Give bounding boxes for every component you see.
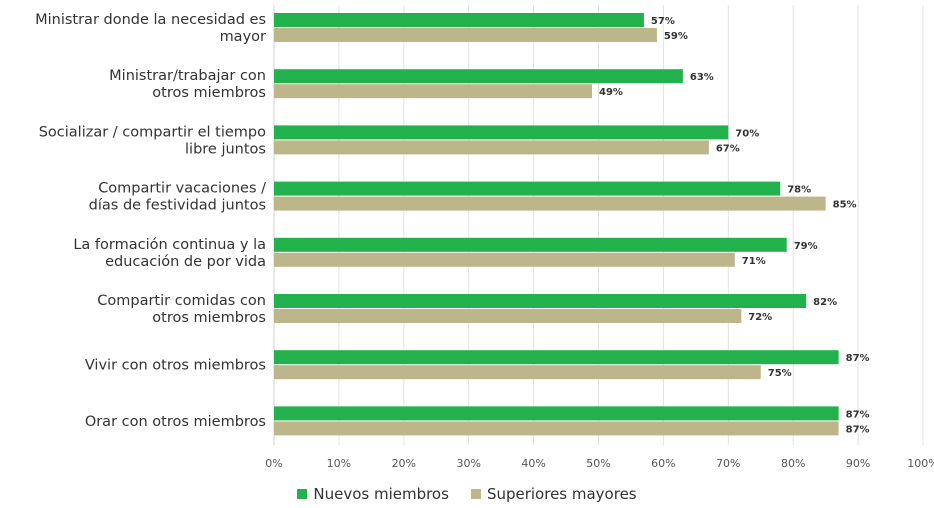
data-label: 82% [813, 297, 837, 308]
bar-series-1 [274, 406, 839, 421]
data-label: 75% [768, 368, 792, 379]
category-label: Compartir vacaciones / días de festividad… [89, 181, 266, 214]
data-label: 87% [846, 409, 870, 420]
data-label: 79% [794, 241, 818, 252]
bar-series-1 [274, 237, 787, 252]
data-label: 71% [742, 256, 766, 267]
bar-series-2 [274, 309, 742, 323]
bar-series-2 [274, 140, 709, 155]
legend-item-series-2: Superiores mayores [470, 485, 637, 503]
legend-swatch-series-2 [470, 489, 481, 499]
x-tick-label: 100% [907, 457, 934, 470]
legend-label-series-2: Superiores mayores [486, 485, 637, 503]
x-axis-ticks: 0% 10% 20% 30% 40% 50% 60% 70% 80% 90% 100% [265, 457, 934, 470]
data-label: 67% [716, 143, 740, 154]
category-label: Ministrar/trabajar con otros miembros [109, 68, 266, 101]
category-label: Socializar / compartir el tiempo libre ju… [39, 124, 266, 157]
data-label: 57% [651, 16, 675, 27]
x-tick-label: 0% [265, 457, 282, 470]
bar-series-1 [274, 125, 729, 140]
category-labels: Ministrar donde la necesidad es mayor Mini… [35, 12, 266, 430]
data-label: 87% [846, 424, 870, 435]
data-label: 63% [690, 72, 714, 83]
category-label: La formación continua y la educación de p… [73, 237, 266, 270]
x-tick-label: 80% [781, 457, 805, 470]
data-label: 78% [787, 185, 811, 196]
bar-series-2 [274, 196, 826, 211]
legend-label-series-1: Nuevos miembros [313, 485, 449, 503]
bar-chart: 57% 59% 63% 49% 70% 67% 78% 85% 79% 71% 82% 72% 87% 7… [35, 5, 934, 470]
category-label: Compartir comidas con otros miembros [97, 293, 266, 326]
data-label: 70% [735, 128, 759, 139]
bar-series-2 [274, 365, 761, 380]
bar-series-1 [274, 294, 807, 308]
legend-item-series-1: Nuevos miembros [297, 485, 449, 503]
bar-series-1 [274, 350, 839, 365]
bar-series-1 [274, 13, 644, 27]
bar-series-2 [274, 252, 735, 267]
data-label: 59% [664, 31, 688, 42]
category-label: Vivir con otros miembros [85, 358, 266, 374]
bar-series-1 [274, 181, 781, 196]
legend-swatch-series-1 [297, 489, 308, 499]
data-label: 85% [833, 200, 857, 211]
bar-series-2 [274, 421, 839, 436]
category-label: Ministrar donde la necesidad es mayor [35, 12, 266, 45]
x-tick-label: 90% [846, 457, 870, 470]
x-tick-label: 70% [716, 457, 740, 470]
data-label: 49% [599, 87, 623, 98]
x-tick-label: 60% [651, 457, 675, 470]
bar-series-2 [274, 28, 657, 42]
bars: 57% 59% 63% 49% 70% 67% 78% 85% 79% 71% 82% 72% 87% 7… [274, 13, 870, 436]
bar-series-2 [274, 84, 593, 99]
bar-series-1 [274, 69, 683, 84]
x-tick-label: 10% [327, 457, 351, 470]
x-tick-label: 50% [586, 457, 610, 470]
x-tick-label: 30% [456, 457, 480, 470]
legend: Nuevos miembros Superiores mayores [0, 485, 934, 503]
data-label: 72% [748, 312, 772, 323]
data-label: 87% [846, 353, 870, 364]
category-label: Orar con otros miembros [85, 414, 266, 430]
x-tick-label: 40% [521, 457, 545, 470]
x-tick-label: 20% [392, 457, 416, 470]
